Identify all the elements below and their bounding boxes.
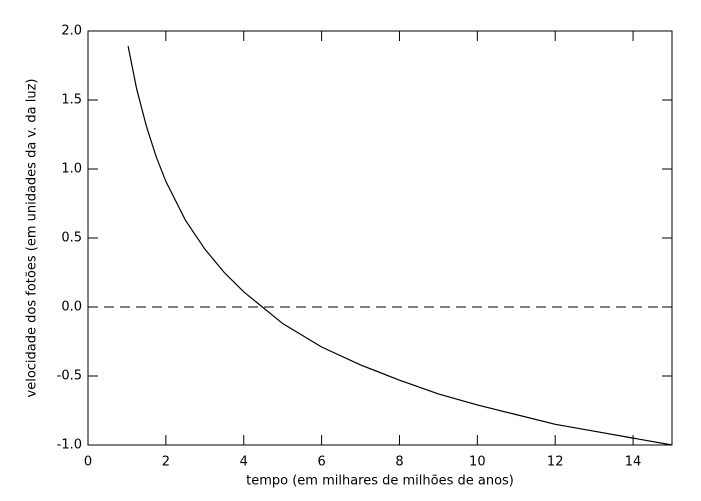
- x-tick-label: 12: [547, 455, 564, 470]
- y-tick-label: 1.5: [61, 93, 82, 108]
- y-tick-label: 2.0: [61, 24, 82, 39]
- data-line: [127, 46, 673, 446]
- y-tick-label: 1.0: [61, 162, 82, 177]
- x-tick-label: 8: [395, 455, 403, 470]
- y-tick-label: -1.0: [57, 438, 82, 453]
- y-axis-label: velocidade dos fotões (em unidades da v.…: [25, 79, 40, 398]
- x-tick-label: 6: [317, 455, 325, 470]
- y-tick-label: -0.5: [57, 369, 82, 384]
- x-tick-label: 0: [84, 455, 92, 470]
- y-tick-label: 0.5: [61, 231, 82, 246]
- plot-frame: [87, 30, 673, 446]
- x-tick-label: 4: [240, 455, 248, 470]
- x-tick-label: 14: [625, 455, 642, 470]
- x-tick-label: 10: [469, 455, 486, 470]
- y-tick-label: 0.0: [61, 300, 82, 315]
- x-tick-label: 2: [162, 455, 170, 470]
- x-axis-label: tempo (em milhares de milhões de anos): [246, 474, 514, 489]
